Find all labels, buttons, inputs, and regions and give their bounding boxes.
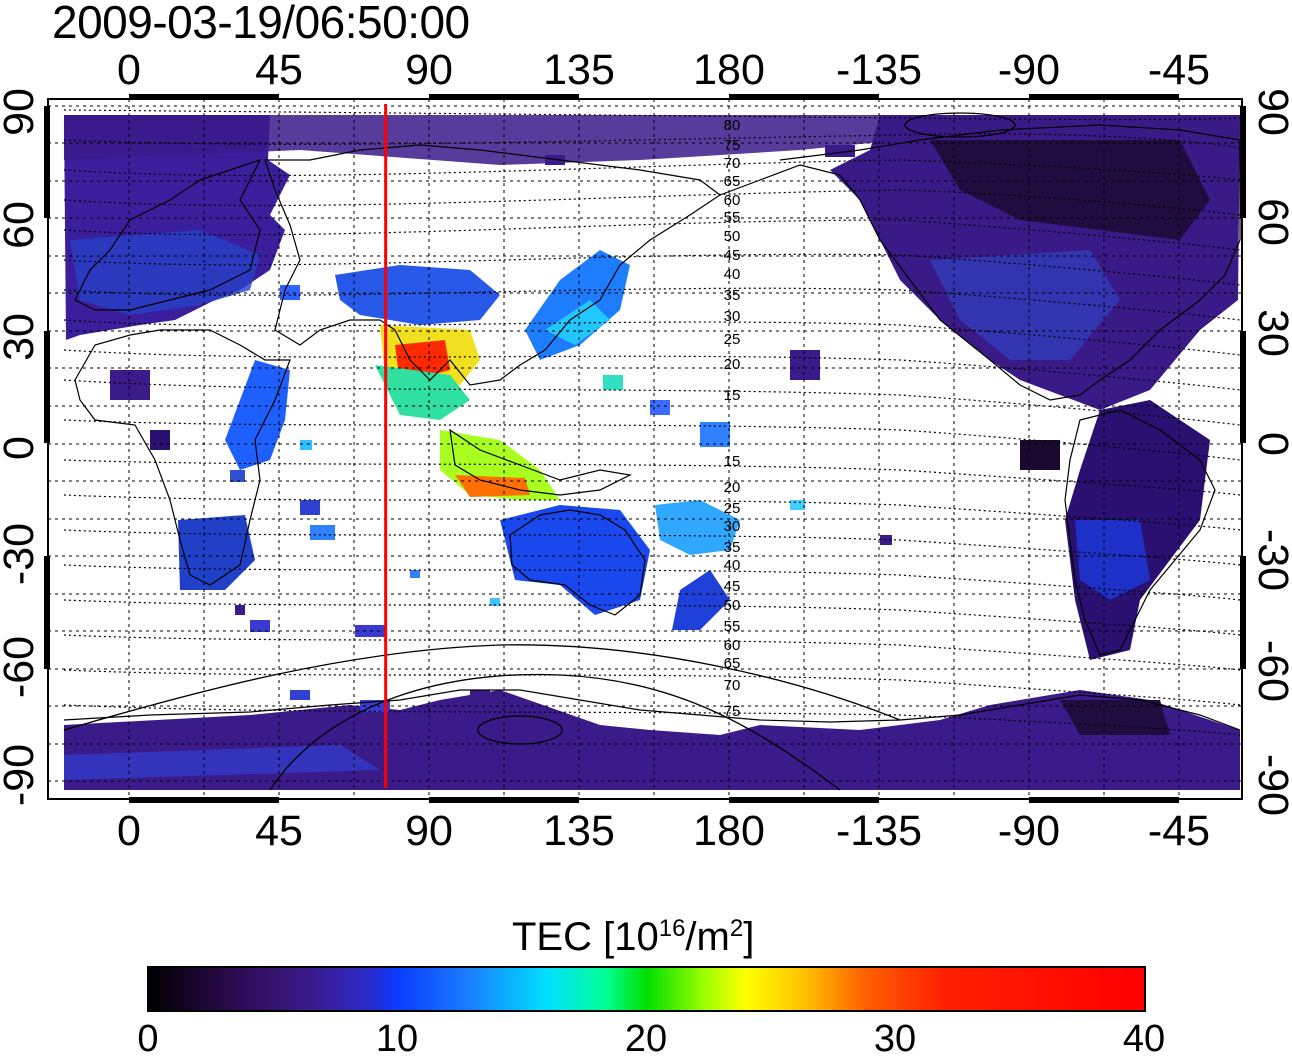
coastline-indonesia: [449, 428, 632, 496]
lat-lon-grid: [48, 99, 1242, 799]
bottom-lon-label: -45: [1148, 807, 1210, 855]
tec-colorbar: [147, 966, 1146, 1012]
plot-title: 2009-03-19/06:50:00: [52, 0, 470, 48]
contour-label-north: 65: [724, 173, 741, 190]
top-lon-label: -90: [998, 46, 1060, 94]
coastline-south-america: [1064, 409, 1216, 656]
contour-label-north: 35: [724, 287, 741, 304]
north-polar-contour: [904, 112, 1016, 138]
contour-label-north: 55: [724, 209, 741, 226]
colorbar-title-unit-exponent: 2: [729, 915, 744, 942]
colorbar-tick-label: 20: [624, 1018, 668, 1060]
left-lat-label: -90: [0, 744, 43, 806]
tec-region-new-zealand: [672, 570, 730, 630]
tec-coverage-layer: [64, 115, 1240, 790]
contour-label-south: 55: [724, 618, 741, 635]
contour-label-south: 50: [724, 597, 741, 614]
tec-region-south-america-blue: [1075, 520, 1150, 600]
bottom-lon-label: -90: [998, 807, 1060, 855]
contour-label-south: 60: [724, 637, 741, 654]
right-lat-label: 30: [1249, 309, 1292, 357]
contour-label-north: 20: [724, 356, 741, 373]
right-lat-label: 60: [1249, 198, 1292, 246]
left-lat-label: -60: [0, 636, 43, 698]
contour-label-north: 40: [724, 266, 741, 283]
tec-region-india-peak: [395, 340, 450, 378]
contour-label-north: 15: [724, 387, 741, 404]
top-lon-label: -45: [1148, 46, 1210, 94]
contour-label-north: 70: [724, 155, 741, 172]
top-lon-label: -135: [836, 46, 922, 94]
contour-label-south: 70: [724, 677, 741, 694]
colorbar-title-exponent: 16: [658, 915, 686, 942]
tec-region-north-america-dark: [930, 140, 1210, 240]
tec-region-europe-blue: [70, 230, 260, 315]
colorbar-title-main: TEC [10: [512, 915, 659, 959]
tec-region-japan-cyan: [545, 300, 610, 345]
colorbar-title: TEC [1016/m2]: [512, 905, 754, 961]
contour-label-south: 35: [724, 539, 741, 556]
contour-labels: 8075706560555045403530252015152025303540…: [724, 117, 741, 720]
contour-label-north: 45: [724, 247, 741, 264]
left-lat-label: 90: [0, 88, 43, 136]
bottom-lon-label: 90: [405, 807, 453, 855]
colorbar-tick-label: 40: [1122, 1018, 1166, 1060]
colorbar-tick-label: 0: [137, 1018, 159, 1060]
right-lat-label: -90: [1249, 754, 1292, 816]
polar-contour-ring: [63, 644, 901, 731]
left-lat-label: 60: [0, 201, 43, 249]
left-lat-label: 30: [0, 313, 43, 361]
tec-region-us-blue: [930, 250, 1120, 360]
coastline-europe: [74, 158, 262, 311]
contour-label-south: 15: [724, 453, 741, 470]
coastline-north-america: [719, 124, 1241, 401]
bottom-lon-label: 45: [255, 807, 303, 855]
top-lon-label: 135: [543, 46, 615, 94]
contour-label-north: 30: [724, 308, 741, 325]
top-lon-label: 0: [117, 46, 141, 94]
frame-tick-bars: [44, 94, 1246, 803]
right-lat-label: 0: [1249, 432, 1292, 456]
contour-label-south: 30: [724, 518, 741, 535]
contour-label-south: 75: [724, 703, 741, 720]
contour-label-south: 65: [724, 655, 741, 672]
contour-label-north: 60: [724, 192, 741, 209]
bottom-lon-label: -135: [836, 807, 922, 855]
tec-region-antarctic-dark: [1060, 700, 1170, 735]
right-lat-label: 90: [1249, 88, 1292, 136]
polar-contour-outer: [269, 673, 841, 791]
top-lon-label: 180: [693, 46, 765, 94]
contour-label-north: 80: [724, 117, 741, 134]
coastline-antarctica: [63, 689, 1241, 731]
colorbar-title-unit: /m: [685, 915, 730, 959]
top-lon-label: 45: [255, 46, 303, 94]
colorbar-title-end: ]: [743, 915, 755, 959]
tec-region-australia: [500, 505, 650, 615]
left-lat-label: -30: [0, 523, 43, 585]
contour-label-north: 50: [724, 228, 741, 245]
magnetic-contours: [63, 109, 1241, 736]
colorbar-tick-label: 10: [375, 1018, 419, 1060]
bottom-lon-label: 180: [693, 807, 765, 855]
colorbar-tick-label: 30: [873, 1018, 917, 1060]
contour-label-south: 40: [724, 557, 741, 574]
tec-region-central-asia: [335, 265, 500, 325]
tec-region-pacific: [655, 500, 740, 555]
contour-label-south: 25: [724, 500, 741, 517]
contour-label-south: 45: [724, 578, 741, 595]
top-lon-label: 90: [405, 46, 453, 94]
contour-label-south: 20: [724, 479, 741, 496]
contour-label-north: 25: [724, 331, 741, 348]
contour-label-north: 75: [724, 137, 741, 154]
bottom-lon-label: 0: [117, 807, 141, 855]
left-lat-label: 0: [0, 436, 43, 460]
right-lat-label: -30: [1249, 529, 1292, 591]
coastline-australia: [509, 509, 646, 616]
right-lat-label: -60: [1249, 640, 1292, 702]
bottom-lon-label: 135: [543, 807, 615, 855]
